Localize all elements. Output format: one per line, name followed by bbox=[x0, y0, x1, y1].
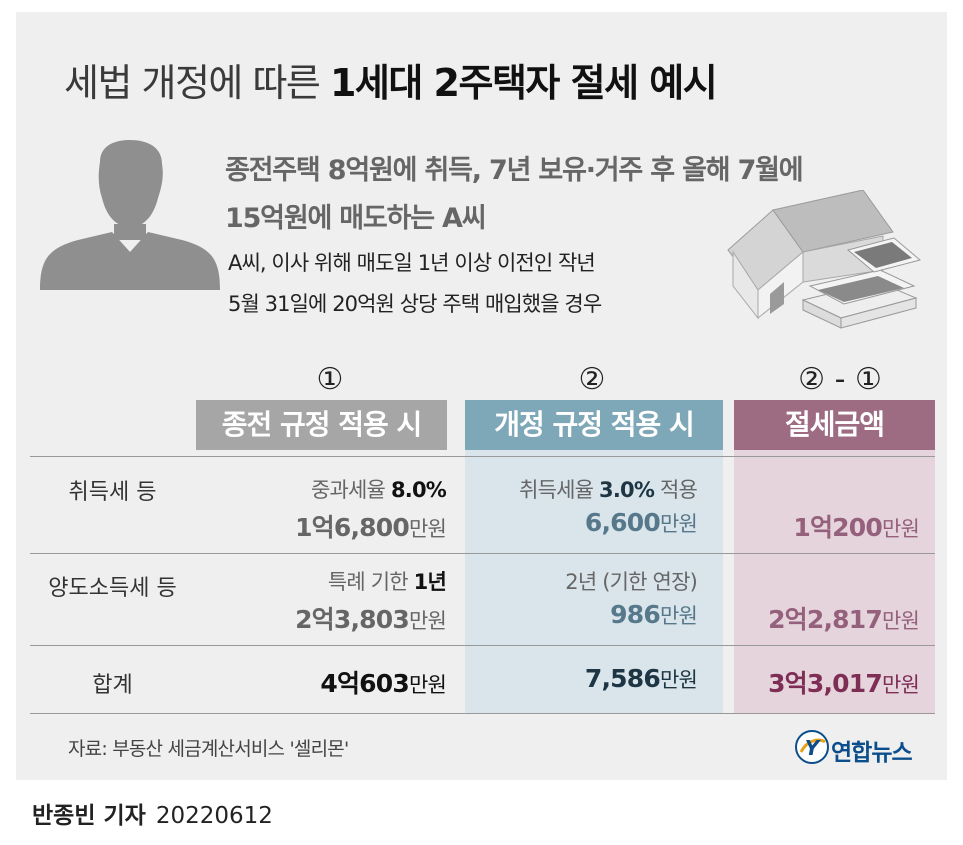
total-old-amount: 4억603만원 bbox=[320, 669, 446, 698]
sub-line-1: A씨, 이사 위해 매도일 1년 이상 이전인 작년 bbox=[228, 251, 596, 275]
row-label-acquisition-tax: 취득세 등 bbox=[68, 480, 157, 505]
reporter-name: 반종빈 기자 bbox=[32, 803, 146, 829]
lead-line-2: 15억원에 매도하는 A씨 bbox=[225, 203, 487, 234]
infographic-title: 세법 개정에 따른 1세대 2주택자 절세 예시 bbox=[64, 52, 718, 107]
publish-date: 20220612 bbox=[155, 803, 273, 829]
header-old-rule: 종전 규정 적용 시 bbox=[196, 400, 447, 450]
lead-line-1: 종전주택 8억원에 취득, 7년 보유·거주 후 올해 7월에 bbox=[225, 155, 804, 186]
divider bbox=[30, 645, 935, 646]
column-marker-1: ① bbox=[316, 362, 344, 397]
source-note: 자료: 부동산 세금계산서비스 '셀리몬' bbox=[68, 738, 349, 760]
title-light: 세법 개정에 따른 bbox=[64, 61, 330, 105]
row-label-total: 합계 bbox=[92, 673, 133, 698]
row2-new-note: 2년 (기한 연장) bbox=[565, 570, 698, 594]
row1-saving-amount: 1억200만원 bbox=[793, 513, 919, 542]
house-with-money-icon bbox=[727, 190, 922, 329]
row2-saving-amount: 2억2,817만원 bbox=[768, 605, 920, 634]
row2-old-note: 특례 기한 1년 bbox=[327, 570, 447, 594]
header-new-rule: 개정 규정 적용 시 bbox=[465, 400, 723, 450]
title-bold: 1세대 2주택자 절세 예시 bbox=[329, 61, 718, 105]
column-marker-2: ② bbox=[578, 362, 606, 397]
byline: 반종빈 기자 20220612 bbox=[32, 796, 273, 830]
row1-new-note: 취득세율 3.0% 적용 bbox=[519, 478, 698, 502]
row1-old-amount: 1억6,800만원 bbox=[295, 513, 447, 542]
total-new-amount: 7,586만원 bbox=[584, 664, 698, 693]
column-bg-saving bbox=[734, 400, 935, 714]
column-marker-3: ② - ① bbox=[798, 362, 882, 397]
row1-old-note: 중과세율 8.0% bbox=[310, 478, 447, 502]
row1-new-amount: 6,600만원 bbox=[584, 508, 698, 537]
divider bbox=[30, 456, 935, 457]
row2-old-amount: 2억3,803만원 bbox=[295, 605, 447, 634]
sub-line-2: 5월 31일에 20억원 상당 주택 매입했을 경우 bbox=[228, 292, 602, 316]
person-silhouette-icon bbox=[40, 140, 220, 290]
row2-new-amount: 986만원 bbox=[610, 600, 698, 629]
row-label-capital-gains-tax: 양도소득세 등 bbox=[48, 576, 177, 601]
yonhap-logo-text: 연합뉴스 bbox=[831, 740, 913, 766]
divider bbox=[30, 713, 935, 714]
svg-text:Y: Y bbox=[805, 736, 822, 760]
yonhap-logo-icon: Y bbox=[795, 730, 829, 764]
header-tax-saving: 절세금액 bbox=[734, 400, 935, 450]
column-bg-new bbox=[465, 400, 723, 714]
total-saving-amount: 3억3,017만원 bbox=[768, 669, 920, 698]
divider bbox=[30, 553, 935, 554]
